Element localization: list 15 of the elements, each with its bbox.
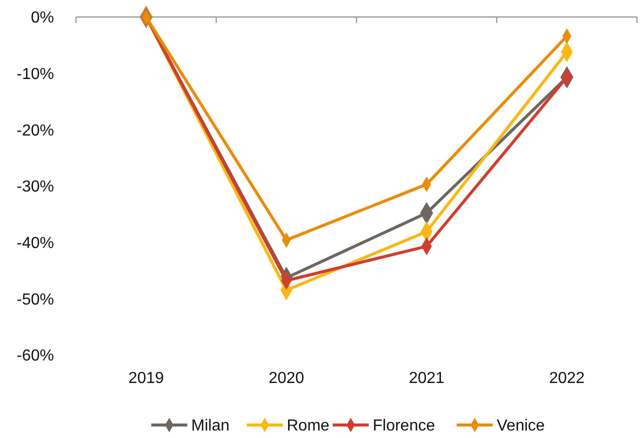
y-tick-label: -40% [16,234,54,252]
y-tick-label: -30% [16,178,54,196]
legend-label: Florence [372,418,436,435]
x-tick-label: 2022 [549,370,585,387]
x-tick-label: 2019 [128,370,164,387]
legend-label: Milan [191,418,230,435]
y-tick-label: -60% [16,348,54,365]
legend-label: Venice [496,418,545,435]
y-tick-label: 0% [30,10,54,27]
x-tick-label: 2020 [268,370,304,387]
y-tick-label: -50% [16,291,54,308]
y-tick-label: -10% [16,66,54,83]
legend-label: Rome [286,418,330,435]
y-tick-label: -20% [16,122,54,140]
x-tick-label: 2021 [408,370,445,387]
